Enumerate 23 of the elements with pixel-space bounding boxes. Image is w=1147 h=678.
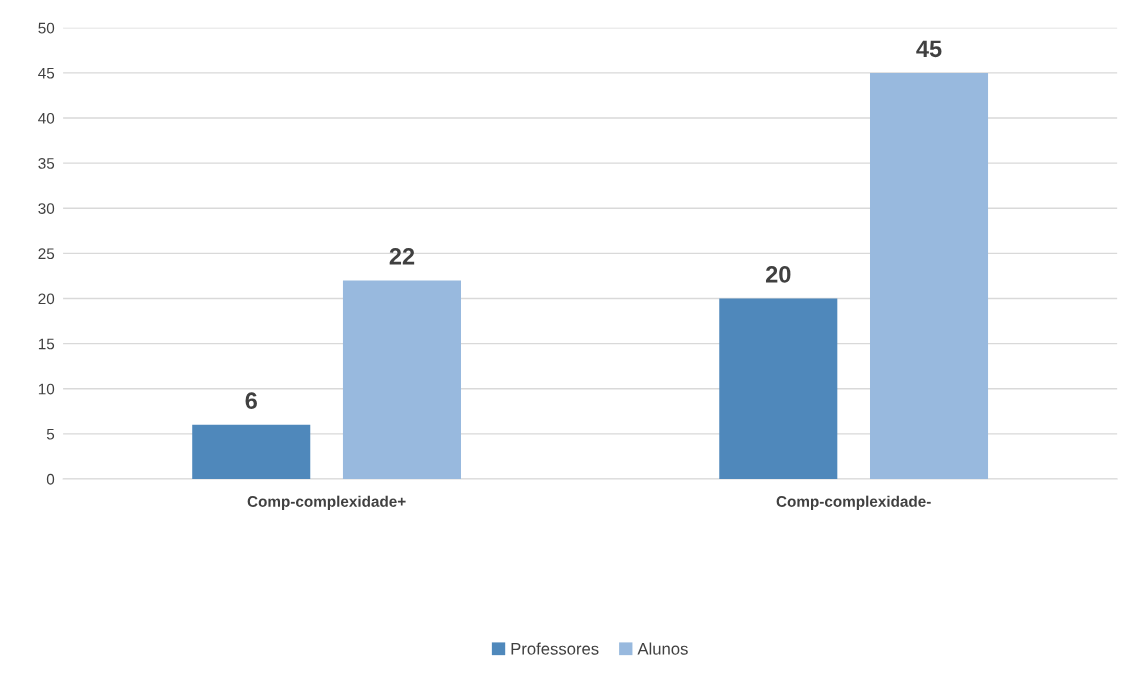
y-tick-label: 5 [46,428,55,440]
y-tick-label: 40 [38,112,55,124]
y-tick-label: 50 [38,22,55,34]
y-tick-label: 25 [38,248,55,260]
legend-label: Alunos [637,642,688,655]
data-label: 22 [389,247,415,265]
y-tick-label: 35 [38,158,55,169]
y-tick-label: 0 [46,473,55,485]
y-tick-label: 20 [38,293,55,305]
data-label: 20 [765,266,791,283]
y-tick-label: 45 [38,67,55,79]
legend-label: Professores [511,642,599,655]
bar [719,298,838,480]
y-tick-label: 10 [38,383,55,395]
x-tick-label: Comp-complexidade+ [247,495,406,510]
y-tick-label: 30 [38,203,55,214]
y-tick-label: 15 [38,338,55,350]
bar [869,72,989,480]
data-label: 6 [245,392,257,410]
data-label: 45 [916,40,942,58]
bar [192,424,311,480]
x-tick-label: Comp-complexidade- [776,495,931,510]
bar [342,280,462,480]
